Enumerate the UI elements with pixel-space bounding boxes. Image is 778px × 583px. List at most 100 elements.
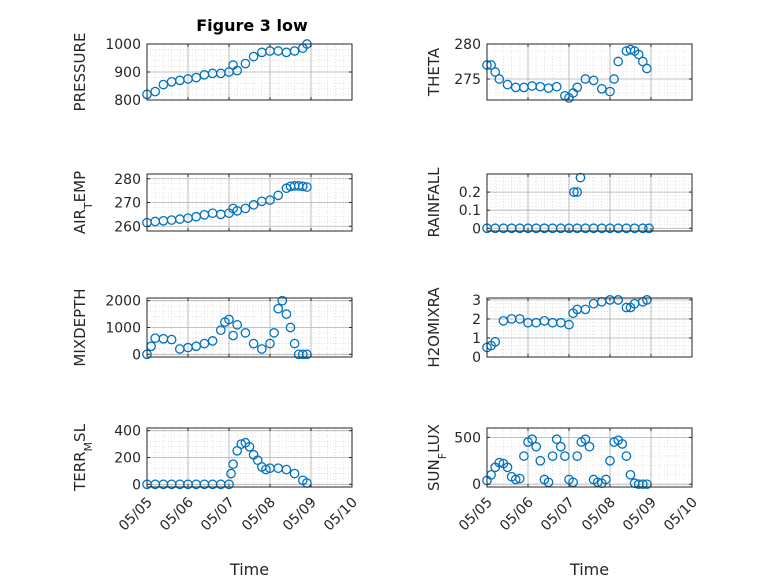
data-point xyxy=(637,223,648,234)
y-tick-label: 270 xyxy=(114,196,141,212)
y-tick-label: 280 xyxy=(454,37,481,53)
data-point xyxy=(261,464,271,475)
data-point xyxy=(289,46,300,56)
x-tick-label: 05/07 xyxy=(198,495,238,535)
data-point xyxy=(609,74,619,84)
x-axis-label: Time xyxy=(569,560,609,579)
y-tick-label: 280 xyxy=(114,172,141,188)
data-point xyxy=(265,195,275,205)
figure-title: Figure 3 low xyxy=(196,16,308,35)
data-point xyxy=(510,474,521,485)
data-point xyxy=(215,325,226,336)
axes-frame xyxy=(486,297,693,358)
data-point xyxy=(551,81,562,92)
data-point xyxy=(281,309,292,319)
data-point xyxy=(232,319,243,330)
y-tick-label: 500 xyxy=(454,430,481,446)
y-axis-label: RAINFALL xyxy=(425,167,443,238)
h2omixra-panel: 0 1 2 3 H2OMIXRA xyxy=(425,287,693,368)
data-point xyxy=(289,338,300,349)
data-point xyxy=(297,181,308,192)
data-point xyxy=(572,82,583,93)
data-point xyxy=(158,79,169,90)
y-tick-label: 0 xyxy=(472,477,481,493)
y-tick-label: 0.2 xyxy=(459,185,481,201)
x-tick-label: 05/05 xyxy=(116,495,156,535)
data-point xyxy=(490,67,501,77)
data-point xyxy=(601,474,611,485)
y-tick-label: 0 xyxy=(132,477,141,493)
data-point xyxy=(637,479,648,490)
data-point xyxy=(248,338,259,349)
x-tick-label: 05/10 xyxy=(661,495,701,535)
data-point xyxy=(281,464,292,475)
data-point xyxy=(535,455,546,466)
data-point xyxy=(297,349,308,360)
y-tick-label: 275 xyxy=(454,72,481,88)
data-point xyxy=(166,334,177,345)
data-point xyxy=(605,455,615,466)
y-axis-label: H2OMIXRA xyxy=(425,287,443,368)
data-point xyxy=(289,468,300,479)
y-tick-label: 900 xyxy=(114,65,141,81)
data-point xyxy=(547,451,558,461)
y-tick-label: 1 xyxy=(472,331,481,347)
data-point xyxy=(490,336,501,347)
y-tick-label: 260 xyxy=(114,219,141,235)
plot-area xyxy=(487,174,692,231)
y-tick-label: 0 xyxy=(132,347,141,363)
y-axis-label: MIXDEPTH xyxy=(71,288,89,366)
data-point xyxy=(621,451,632,461)
data-point xyxy=(228,459,238,470)
data-point xyxy=(531,441,542,452)
data-point xyxy=(228,330,238,341)
data-point xyxy=(494,457,505,468)
y-tick-label: 400 xyxy=(114,424,141,440)
data-point xyxy=(580,434,591,445)
x-tick-label: 05/06 xyxy=(157,494,197,534)
data-point xyxy=(625,469,636,480)
data-point xyxy=(527,434,537,445)
y-axis-label: PRESSURE xyxy=(71,33,89,112)
data-point xyxy=(551,434,562,445)
y-tick-label: 2 xyxy=(472,312,481,328)
x-tick-label: 05/07 xyxy=(538,495,578,535)
data-point xyxy=(207,336,218,346)
data-point xyxy=(240,203,251,214)
data-point xyxy=(575,172,586,183)
data-point xyxy=(569,187,579,197)
data-point xyxy=(560,451,570,461)
data-point xyxy=(613,295,624,305)
data-point xyxy=(226,468,236,479)
terr-msl-panel: 0 200 400 TERRMSL 05/05 05/06 05/07 05/08 05/09 0… xyxy=(71,423,361,579)
data-point xyxy=(605,86,615,97)
data-point xyxy=(224,314,234,325)
sun-flux-panel: 0 500 SUNFLUX 05/05 05/06 05/07 05/08 05/09 05/1… xyxy=(425,424,701,579)
data-point xyxy=(642,63,652,74)
y-tick-label: 2000 xyxy=(105,294,141,310)
data-point xyxy=(502,462,513,473)
mixdepth-panel: 0 1000 2000 MIXDEPTH xyxy=(71,288,353,367)
data-point xyxy=(232,65,243,76)
data-point xyxy=(613,56,624,67)
y-tick-label: 3 xyxy=(472,293,481,309)
y-tick-label: 1000 xyxy=(105,37,141,53)
data-point xyxy=(502,79,513,90)
data-point xyxy=(588,75,599,86)
air-temp-panel: 260 270 280 AIRTEMP xyxy=(71,171,353,235)
y-axis-label: THETA xyxy=(425,47,443,97)
data-point xyxy=(625,44,636,55)
y-axis-label: SUNFLUX xyxy=(425,424,449,491)
data-point xyxy=(519,451,529,461)
data-point xyxy=(248,51,259,62)
data-point xyxy=(240,328,251,338)
data-point xyxy=(644,223,654,234)
data-point xyxy=(514,473,525,484)
y-tick-label: 1000 xyxy=(105,321,141,337)
y-axis-label: TERRMSL xyxy=(71,423,95,492)
data-point xyxy=(273,303,284,314)
data-point xyxy=(555,441,566,452)
data-point xyxy=(269,328,279,338)
x-tick-label: 05/10 xyxy=(321,495,361,535)
y-tick-label: 0 xyxy=(472,350,481,366)
